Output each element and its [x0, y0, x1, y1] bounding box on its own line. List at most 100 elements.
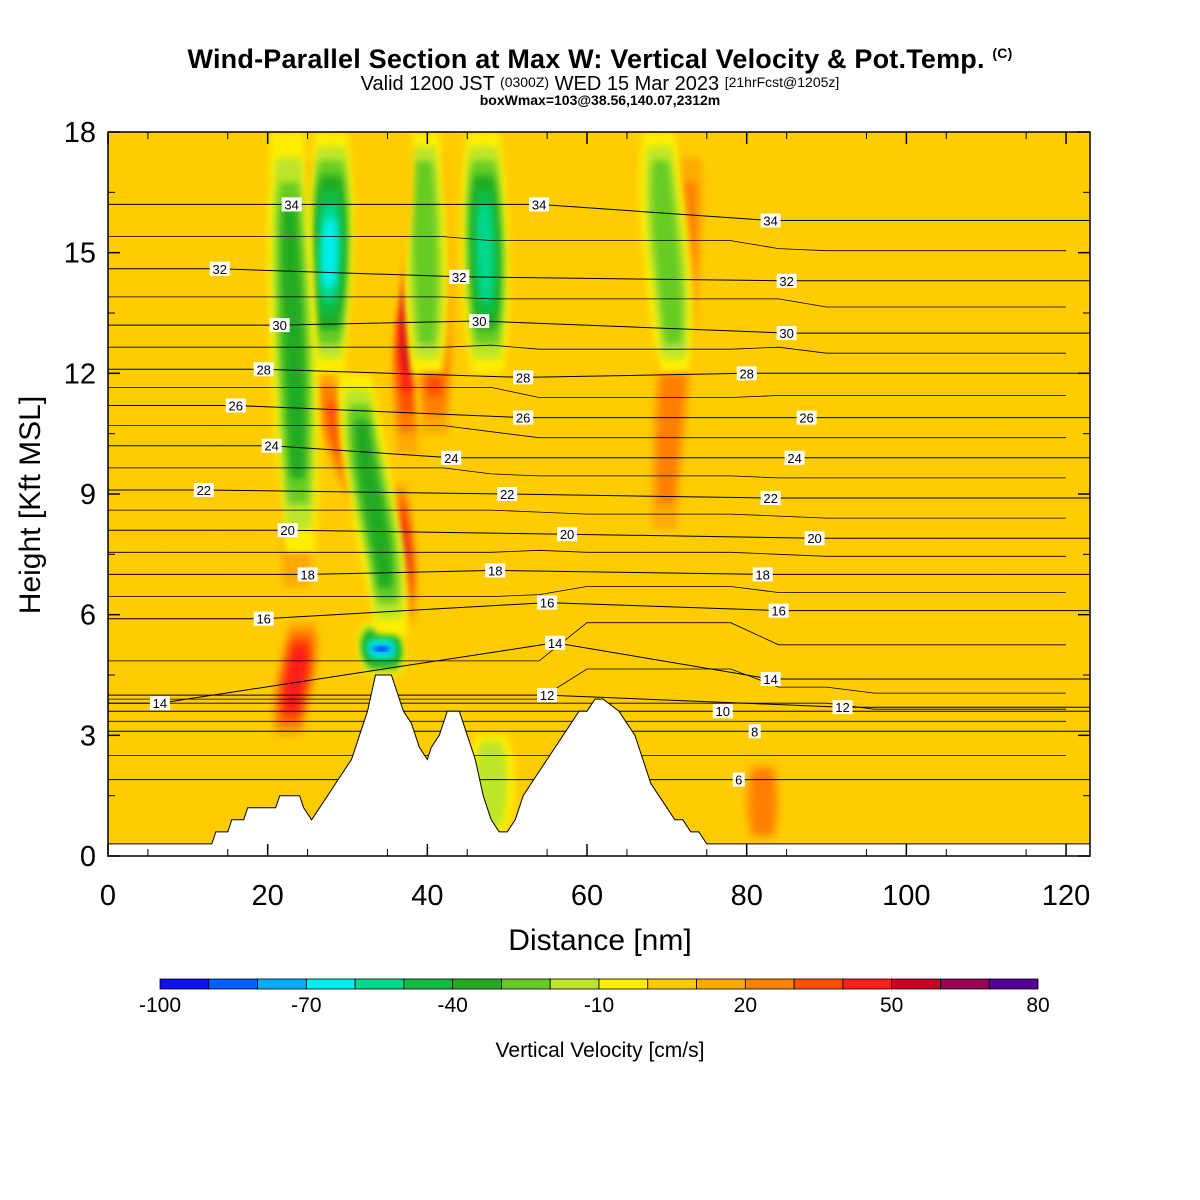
contour-label-bg [832, 700, 853, 715]
vv-band-level [353, 132, 414, 374]
vv-band-level [397, 214, 421, 392]
contour-label-bg [732, 772, 745, 787]
contour-label: 14 [545, 635, 566, 651]
contour-label: 26 [796, 410, 817, 426]
vv-band-level [744, 764, 781, 839]
colorbar-tick-label: -100 [139, 994, 181, 1017]
vv-band-level [321, 218, 338, 287]
vv-band-level [313, 175, 346, 330]
texture-band [123, 132, 142, 856]
y-tick-label: 0 [80, 841, 96, 873]
vv-band-level [319, 204, 340, 301]
colorbar: -100 -70 -40 -10 20 50 80 [139, 978, 1050, 1017]
vv-band-level [645, 146, 689, 359]
contour-label: 28 [513, 370, 534, 385]
contour-label-bg [736, 366, 757, 381]
contour-label: 34 [281, 197, 302, 212]
vv-band-level [651, 160, 683, 345]
contour-label-text: 30 [472, 314, 486, 329]
contour-label-bg [469, 314, 490, 329]
contour-label: 34 [529, 197, 550, 212]
theta-contour [108, 368, 1090, 378]
vv-band [644, 132, 709, 555]
contour-label: 16 [253, 611, 274, 627]
vv-band-level [373, 647, 390, 650]
colorbar-swatch [403, 978, 454, 990]
vv-band-level [369, 641, 394, 657]
vv-band-level [639, 132, 695, 374]
vv-band-level [272, 622, 319, 736]
colorbar-swatch [354, 978, 405, 990]
texture-band [1022, 132, 1041, 856]
theta-contour [108, 642, 1090, 704]
vv-band-level [276, 630, 315, 728]
contour-label: 34 [760, 213, 781, 228]
vv-band-level [473, 189, 497, 316]
vv-band-level [379, 502, 412, 606]
theta-contour [108, 387, 1066, 398]
texture-band [782, 132, 801, 856]
vv-band [302, 353, 421, 623]
colorbar-tick-label: -40 [437, 994, 467, 1017]
vv-band-level [284, 645, 307, 713]
vv-band-level [310, 160, 349, 345]
vv-band-level [750, 769, 775, 834]
contour-label-bg [529, 197, 550, 212]
theta-contour [108, 622, 1066, 662]
theta-contour [108, 529, 1090, 539]
contour-label-text: 22 [500, 487, 514, 502]
vv-band-level [337, 373, 410, 635]
contour-label-text: 8 [751, 724, 758, 739]
vv-band-level [418, 170, 449, 416]
colorbar-swatch [305, 978, 356, 990]
vv-band-level [311, 369, 412, 607]
theta-contour [108, 268, 1090, 282]
vv-band-level [354, 420, 393, 588]
vv-band-level [316, 189, 343, 316]
contour-label-text: 24 [444, 451, 458, 466]
theta-contour [108, 405, 1090, 419]
theta-contour [108, 602, 1090, 620]
contour-label: 22 [760, 491, 781, 506]
contour-label-text: 14 [153, 696, 167, 711]
terrain [108, 674, 1090, 856]
vv-band-level [470, 175, 500, 330]
contour-label-bg [253, 611, 274, 626]
contour-label: 22 [497, 487, 518, 502]
contour-label-text: 14 [763, 672, 777, 687]
colorbar-swatch [501, 978, 551, 990]
colorbar-swatch [842, 978, 893, 990]
vv-band-level [657, 182, 697, 504]
contour-label-text: 28 [256, 362, 270, 377]
vv-band-level [305, 132, 354, 374]
vv-band-level [287, 218, 316, 528]
contour-label-text: 12 [835, 700, 849, 715]
vv-band-level [365, 635, 398, 663]
texture-band [363, 132, 382, 856]
y-axis: 0 3 6 9 12 15 18 [64, 117, 1090, 873]
contour-label-text: 24 [787, 451, 801, 466]
contour-label-bg [545, 635, 566, 650]
theta-contour [108, 203, 1090, 221]
contour-label-text: 20 [280, 523, 294, 538]
copyright-mark: (C) [992, 45, 1013, 61]
vv-band-level [650, 157, 703, 529]
contour-label: 24 [784, 450, 805, 466]
vv-band [305, 132, 354, 374]
vv-band-level [394, 193, 424, 413]
colorbar-swatch [940, 978, 990, 990]
vv-band-level [413, 151, 453, 435]
contour-label-bg [748, 724, 761, 739]
theta-contour [108, 489, 1090, 499]
vv-band [467, 735, 515, 832]
x-axis: 0 20 40 60 80 100 120 [100, 132, 1090, 912]
colorbar-swatch [988, 978, 1039, 990]
contour-label-bg [149, 696, 170, 711]
theta-contour [108, 467, 1066, 479]
vv-band-level [363, 632, 400, 666]
contour-label-bg [449, 269, 470, 284]
vv-band [370, 473, 421, 635]
texture-band [962, 132, 981, 856]
contour-label: 32 [449, 269, 470, 285]
vv-band-level [376, 493, 415, 616]
